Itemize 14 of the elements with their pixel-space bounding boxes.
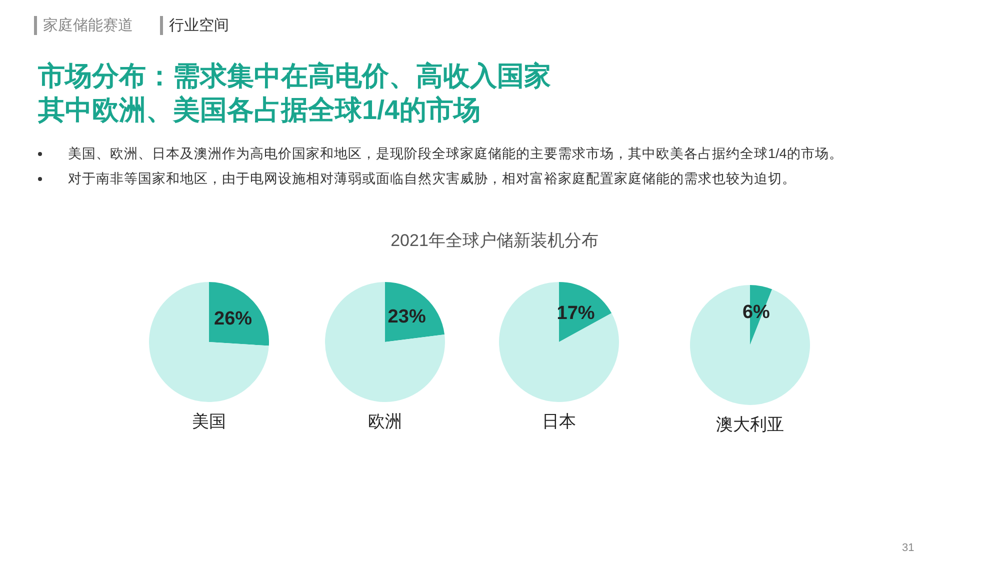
text: 2021年全球户储新装机分布	[390, 231, 598, 250]
text: 美国	[191, 411, 227, 433]
text: 欧洲	[367, 411, 403, 433]
text: 行业空间	[169, 17, 229, 34]
text: 澳大利亚	[715, 414, 785, 436]
data-label: 26%	[214, 308, 252, 330]
data-label: 23%	[388, 306, 426, 328]
text: 31	[902, 542, 914, 554]
text: 市场分布：需求集中在高电价、高收入国家	[38, 60, 551, 93]
text: 其中欧洲、美国各占据全球1/4的市场	[38, 94, 481, 127]
text: 家庭储能赛道	[43, 17, 133, 34]
text: 对于南非等国家和地区，由于电网设施相对薄弱或面临自然灾害威胁，相对富裕家庭配置家庭储能的需求也较为迫切。	[68, 171, 796, 186]
text: 日本	[541, 411, 577, 433]
text: 美国、欧洲、日本及澳洲作为高电价国家和地区，是现阶段全球家庭储能的主要需求市场，其中欧美各占据约全球1/4的市场。	[68, 146, 843, 161]
